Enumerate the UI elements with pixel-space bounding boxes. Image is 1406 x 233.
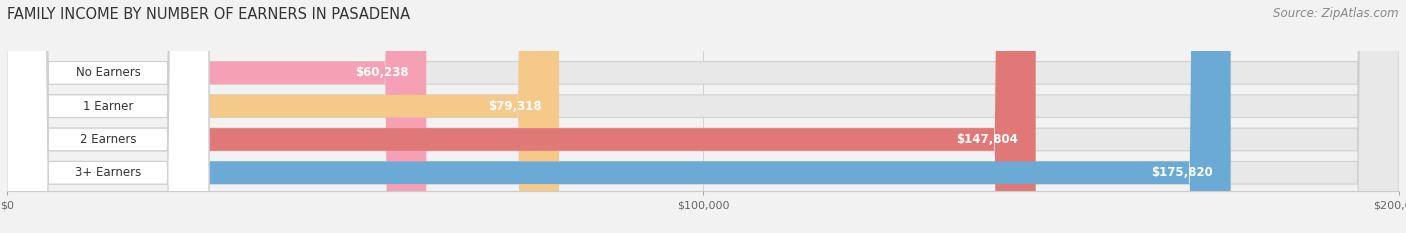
- Text: 2 Earners: 2 Earners: [80, 133, 136, 146]
- FancyBboxPatch shape: [7, 0, 426, 233]
- FancyBboxPatch shape: [7, 0, 1230, 233]
- Text: $60,238: $60,238: [356, 66, 409, 79]
- Text: $79,318: $79,318: [488, 100, 541, 113]
- Text: FAMILY INCOME BY NUMBER OF EARNERS IN PASADENA: FAMILY INCOME BY NUMBER OF EARNERS IN PA…: [7, 7, 411, 22]
- FancyBboxPatch shape: [7, 0, 1399, 233]
- Text: Source: ZipAtlas.com: Source: ZipAtlas.com: [1274, 7, 1399, 20]
- FancyBboxPatch shape: [7, 0, 560, 233]
- Text: No Earners: No Earners: [76, 66, 141, 79]
- FancyBboxPatch shape: [7, 0, 1036, 233]
- FancyBboxPatch shape: [7, 0, 209, 233]
- FancyBboxPatch shape: [7, 0, 209, 233]
- Text: $175,820: $175,820: [1152, 166, 1213, 179]
- FancyBboxPatch shape: [7, 0, 209, 233]
- Text: 1 Earner: 1 Earner: [83, 100, 134, 113]
- Text: 3+ Earners: 3+ Earners: [75, 166, 141, 179]
- FancyBboxPatch shape: [7, 0, 1399, 233]
- FancyBboxPatch shape: [7, 0, 1399, 233]
- FancyBboxPatch shape: [7, 0, 1399, 233]
- FancyBboxPatch shape: [7, 0, 209, 233]
- Text: $147,804: $147,804: [956, 133, 1018, 146]
